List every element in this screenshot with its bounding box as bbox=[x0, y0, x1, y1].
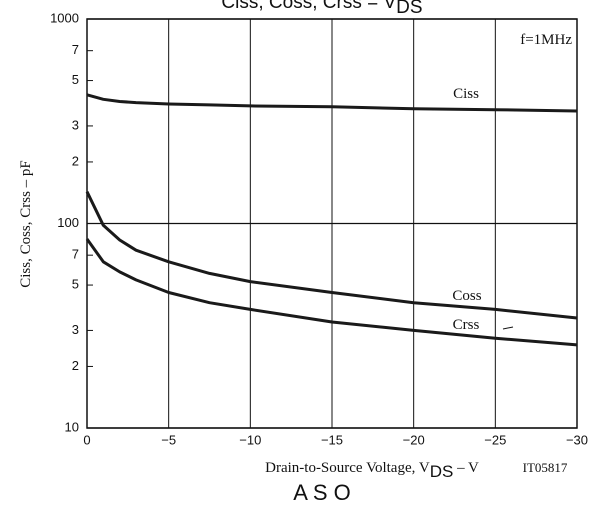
series-line bbox=[86, 93, 578, 113]
x-tick-label: −20 bbox=[403, 432, 425, 447]
x-tick-label: −10 bbox=[239, 432, 261, 447]
y-tick-label: 5 bbox=[72, 72, 79, 87]
y-tick-label: 2 bbox=[72, 358, 79, 373]
x-tick-label: −25 bbox=[484, 432, 506, 447]
leader-line bbox=[502, 326, 514, 330]
title-subscript: DS bbox=[396, 0, 422, 18]
y-tick-label: 5 bbox=[72, 276, 79, 291]
series-line bbox=[85, 191, 578, 320]
x-label-unit: – V bbox=[453, 460, 479, 476]
title-text: Ciss, Coss, Crss = V bbox=[221, 0, 396, 13]
x-tick-label: −30 bbox=[566, 432, 588, 447]
series-label: Ciss bbox=[453, 86, 479, 102]
y-tick-label: 1000 bbox=[50, 10, 79, 25]
x-tick-label: 0 bbox=[83, 432, 90, 447]
x-label-text: Drain-to-Source Voltage, V bbox=[265, 460, 430, 476]
series-label: Coss bbox=[452, 288, 481, 304]
annotation: f=1MHz bbox=[520, 32, 572, 48]
x-label-subscript: DS bbox=[430, 462, 454, 481]
y-tick-label: 2 bbox=[72, 153, 79, 168]
y-tick-label: 3 bbox=[72, 117, 79, 132]
series-label: Crss bbox=[453, 317, 480, 333]
figure-id: IT05817 bbox=[523, 460, 568, 475]
y-axis-label: Ciss, Coss, Crss – pF bbox=[18, 160, 34, 288]
x-tick-label: −5 bbox=[161, 432, 176, 447]
x-tick-label: −15 bbox=[321, 432, 343, 447]
series-line bbox=[85, 238, 578, 347]
x-axis-label: Drain-to-Source Voltage, VDS – V bbox=[265, 460, 479, 481]
y-tick-label: 7 bbox=[72, 247, 79, 262]
y-tick-label: 7 bbox=[72, 42, 79, 57]
y-tick-label: 10 bbox=[65, 419, 79, 434]
chart-title: Ciss, Coss, Crss = VDS bbox=[221, 0, 422, 18]
y-tick-label: 100 bbox=[57, 215, 79, 230]
y-tick-label: 3 bbox=[72, 322, 79, 337]
section-heading: A S O bbox=[293, 480, 350, 505]
